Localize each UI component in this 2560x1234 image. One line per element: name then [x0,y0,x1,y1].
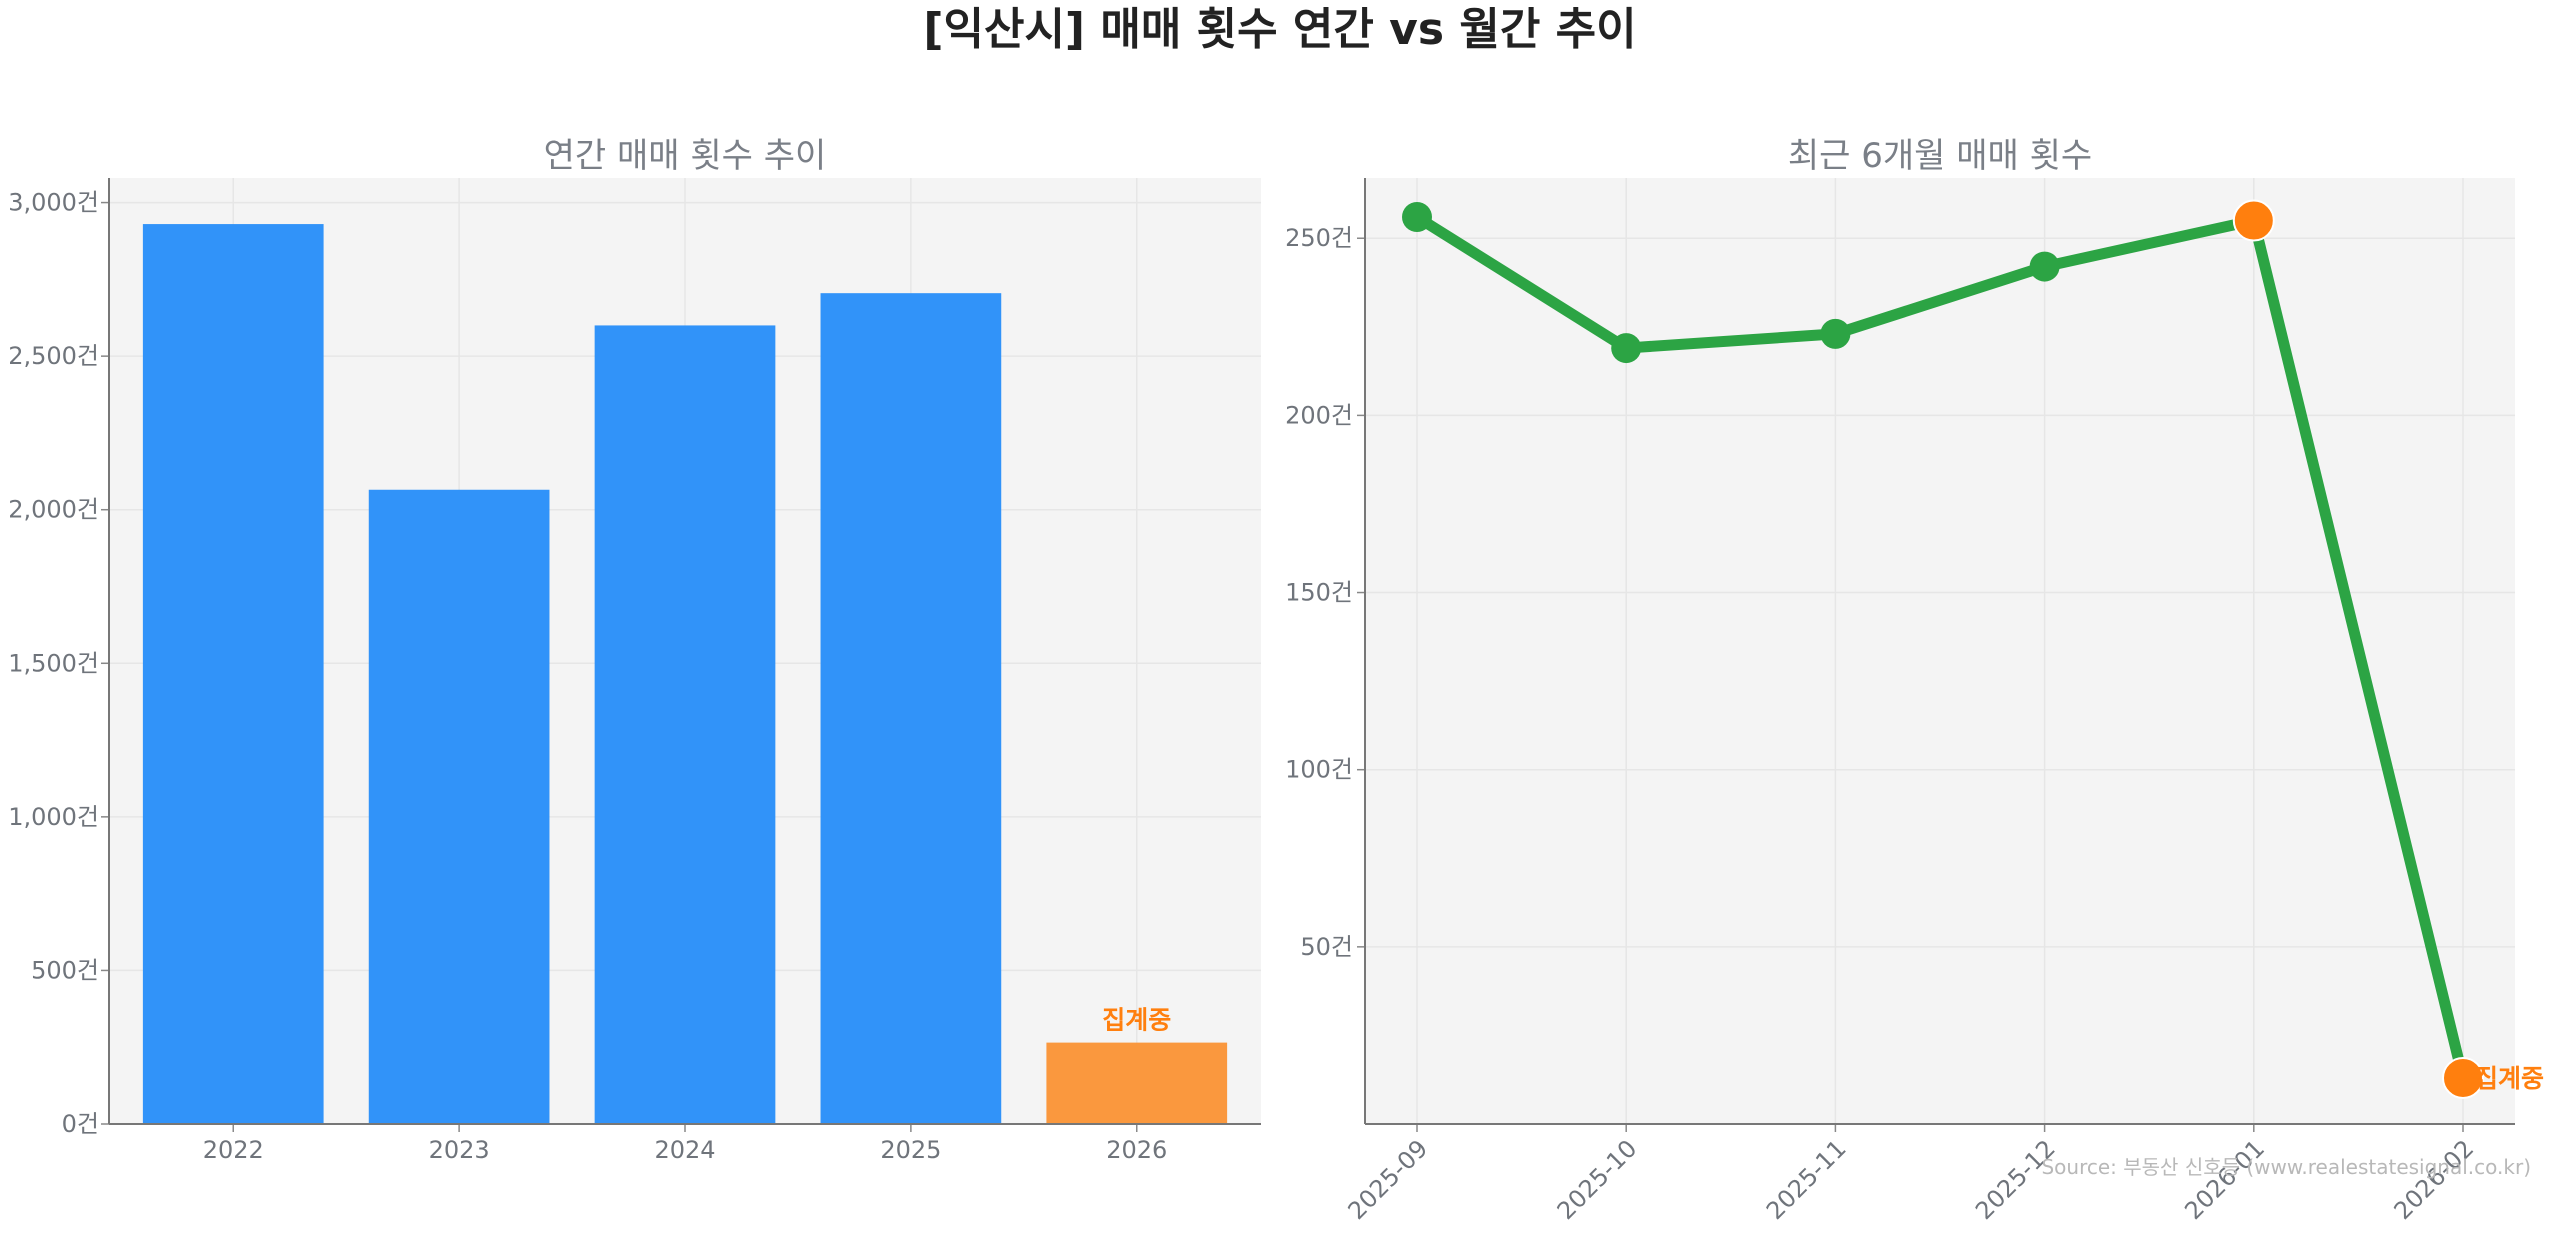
bar-2024 [594,325,776,1124]
figure-title: [익산시] 매매 횟수 연간 vs 월간 추이 [923,4,1636,55]
monthly-line-chart: 50건 100건 150건 200건 250건 2025-09 2025-10 2025-1… [1285,136,2544,1225]
x-tick-label: 2025-12 [1970,1134,2061,1225]
point-2025-09 [1402,201,1432,232]
bar-2026 [1046,1042,1228,1124]
y-tick-label: 200건 [1285,401,1353,429]
y-tick-label: 1,500건 [8,649,99,677]
annual-chart-x-ticks: 2022 2023 2024 2025 2026 [203,1124,1167,1164]
monthly-partial-label: 집계중 [2475,1064,2544,1093]
x-tick-label: 2025 [880,1136,941,1164]
x-tick-label: 2025-09 [1343,1134,1434,1225]
annual-chart-title: 연간 매매 횟수 추이 [544,136,827,176]
y-tick-label: 500건 [31,956,99,984]
x-tick-label: 2026-02 [2389,1134,2480,1225]
x-tick-label: 2022 [203,1136,264,1164]
monthly-chart-gridlines [1365,178,2515,1124]
bar-2022 [142,224,324,1125]
y-tick-label: 3,000건 [8,189,99,217]
monthly-chart-y-ticks: 50건 100건 150건 200건 250건 [1285,224,1365,961]
y-tick-label: 150건 [1285,579,1353,607]
x-tick-label: 2024 [654,1136,715,1164]
annual-bar-chart: 0건 500건 1,000건 1,500건 2,000건 2,500건 3,000건 202… [8,136,1261,1164]
annual-chart-axes [108,178,1261,1125]
y-tick-label: 50건 [1300,933,1353,961]
monthly-chart-series [1402,199,2484,1099]
y-tick-label: 1,000건 [8,803,99,831]
annual-chart-bars [142,224,1228,1125]
bar-2023 [368,489,550,1124]
x-tick-label: 2025-11 [1761,1134,1852,1225]
x-tick-label: 2025-10 [1552,1134,1643,1225]
x-tick-label: 2026 [1106,1136,1167,1164]
y-tick-label: 250건 [1285,224,1353,252]
point-2025-12 [2029,251,2060,282]
y-tick-label: 0건 [62,1110,99,1138]
series-line [1411,211,2469,1084]
point-2025-10 [1611,333,1642,364]
point-2026-02 [2442,1056,2484,1099]
monthly-chart-background [1365,178,2515,1124]
annual-partial-label: 집계중 [1102,1006,1171,1035]
point-2025-11 [1820,318,1851,349]
monthly-chart-axes [1364,178,2515,1125]
monthly-chart-title: 최근 6개월 매매 횟수 [1788,136,2092,176]
source-note: Source: 부동산 신호등 (www.realestatesignal.co… [2041,1155,2531,1179]
y-tick-label: 2,000건 [8,496,99,524]
point-2026-01 [2232,199,2275,242]
y-tick-label: 100건 [1285,756,1353,784]
annual-chart-y-ticks: 0건 500건 1,000건 1,500건 2,000건 2,500건 3,000건 [8,189,109,1138]
y-tick-label: 2,500건 [8,342,99,370]
x-tick-label: 2026-01 [2179,1134,2270,1225]
bar-2025 [820,293,1002,1124]
x-tick-label: 2023 [429,1136,490,1164]
